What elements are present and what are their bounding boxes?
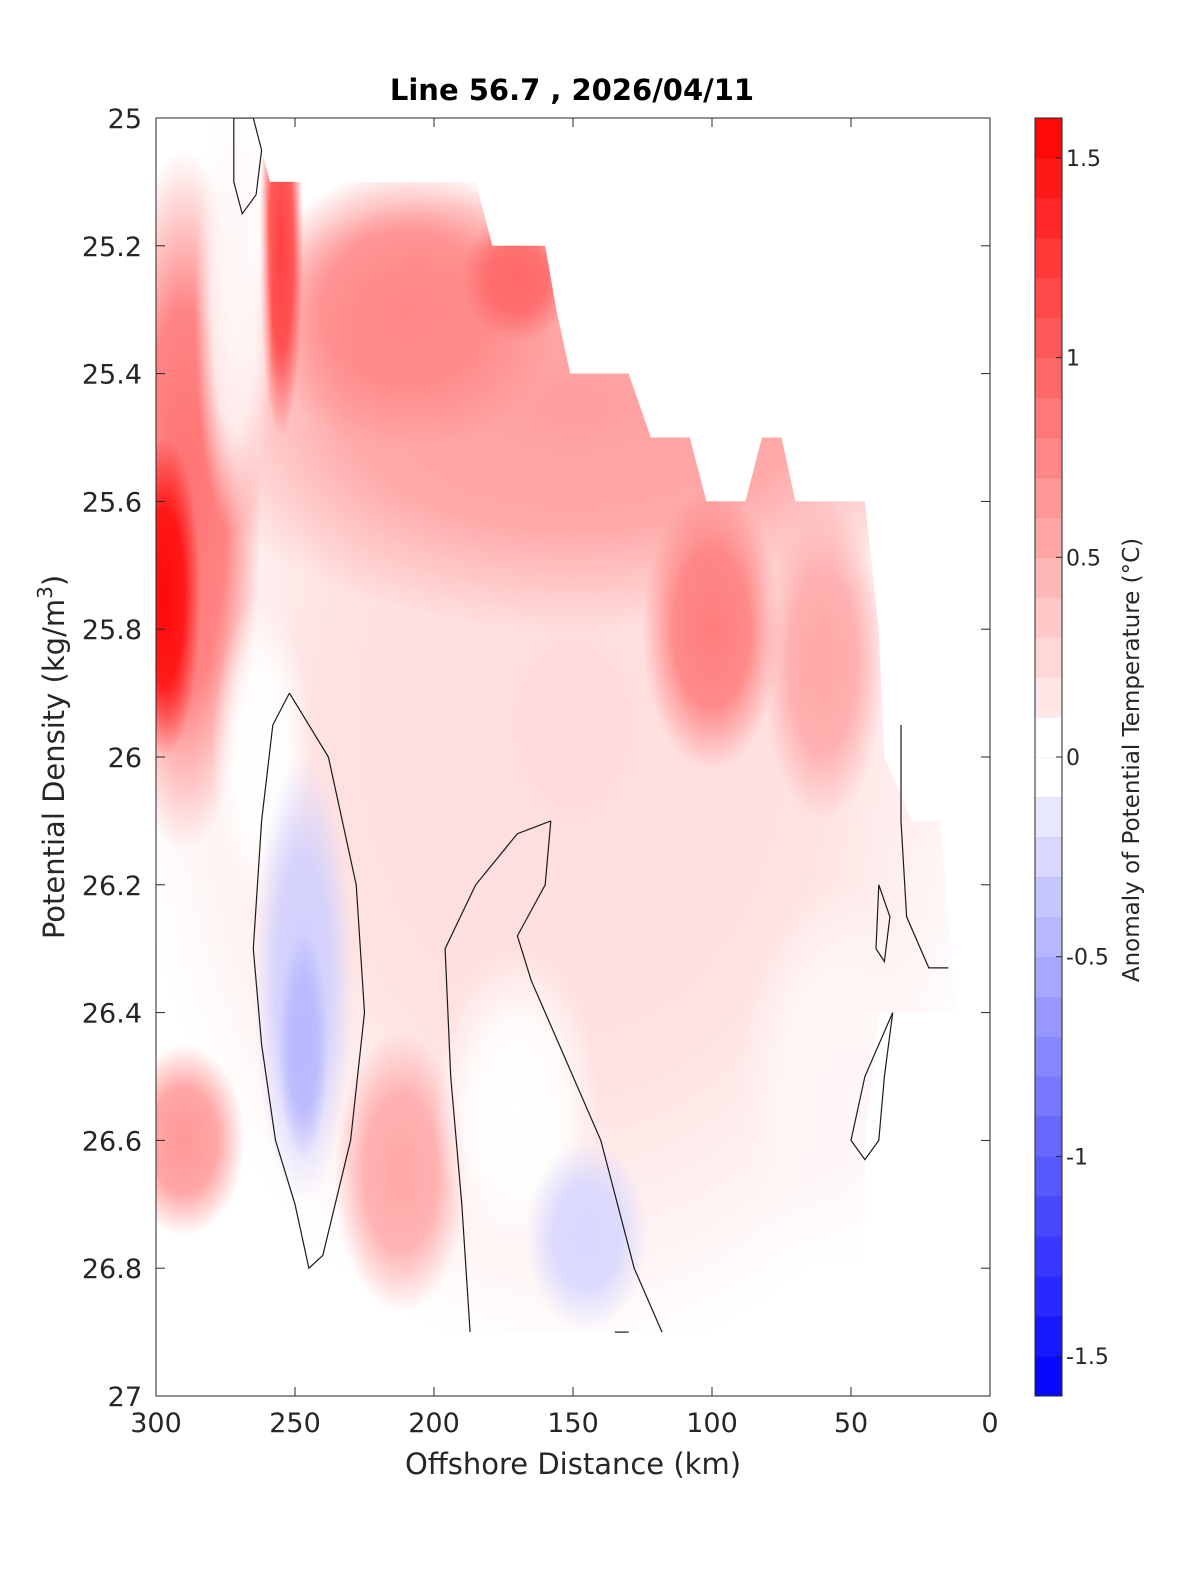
colorbar-cell [1035, 956, 1062, 998]
x-axis-label: Offshore Distance (km) [405, 1447, 741, 1481]
colorbar-tick-label: 1 [1066, 347, 1080, 372]
y-tick-label: 25 [108, 104, 142, 135]
zero-contour-line [252, 692, 366, 1270]
colorbar-cell [1035, 996, 1062, 1037]
field-blob [762, 501, 885, 821]
y-tick-label: 25.8 [82, 615, 142, 646]
colorbar-cell [1035, 1356, 1062, 1397]
colorbar-tick-label: 1.5 [1066, 147, 1101, 172]
x-axis: 300 250 200 150 100 50 0 [130, 118, 999, 1439]
y-axis: 25 25.2 25.4 25.6 25.8 26 26.2 26.4 26.6 26.8 27 [82, 104, 990, 1413]
zero-contour-line [516, 820, 663, 1333]
zero-contour-line [233, 118, 263, 216]
colorbar-cell [1035, 836, 1062, 878]
plot-area: 300 250 200 150 100 50 0 2525.225.425.625.8262… [82, 104, 999, 1439]
colorbar-cell [1035, 757, 1062, 798]
colorbar-cell [1035, 357, 1062, 398]
zero-contour-line [850, 1012, 894, 1161]
colorbar-cell [1035, 557, 1062, 598]
colorbar-tick-label: 0 [1066, 746, 1080, 771]
x-tick-label: 300 [130, 1408, 182, 1439]
zero-contour-line [444, 820, 552, 1333]
colorbar-cell [1035, 677, 1062, 718]
colorbar-cell [1035, 1076, 1062, 1117]
colorbar-cell [1035, 1236, 1062, 1277]
colorbar-tick-label: -1 [1066, 1145, 1088, 1170]
colorbar-cell [1035, 237, 1062, 279]
y-tick-label: 25.6 [82, 487, 142, 518]
colorbar-cell [1035, 197, 1062, 239]
field-blob [156, 437, 201, 758]
colorbar-cell [1035, 1316, 1062, 1357]
zero-contour-line [875, 884, 891, 964]
colorbar-cell [1035, 277, 1062, 319]
colorbar-cell [1035, 397, 1062, 438]
colorbar-tick-label: -1.5 [1066, 1345, 1109, 1370]
field-blob [461, 213, 573, 342]
y-tick-label: 25.2 [82, 232, 142, 263]
colorbar-cell [1035, 717, 1062, 758]
y-axis-label: Potential Density (kg/m3) [33, 575, 71, 939]
x-tick-label: 50 [834, 1408, 868, 1439]
colorbar-cell [1035, 437, 1062, 478]
colorbar-cell [1035, 1116, 1062, 1157]
y-tick-label: 26.6 [82, 1126, 142, 1157]
field-blob [333, 1031, 468, 1313]
colorbar-cell [1035, 876, 1062, 918]
x-tick-label: 150 [547, 1408, 599, 1439]
colorbar-cell [1035, 637, 1062, 678]
y-tick-label: 25.4 [82, 360, 142, 391]
x-tick-label: 250 [269, 1408, 321, 1439]
colorbar-cell [1035, 477, 1062, 518]
colorbar-label: Anomaly of Potential Temperature (°C) [1119, 538, 1145, 982]
colorbar-tick-label: -0.5 [1066, 946, 1109, 971]
field-blob [278, 929, 329, 1160]
zero-contour-line [900, 725, 949, 969]
field-blob [525, 1140, 649, 1333]
zero-contour-lines [233, 118, 949, 1333]
colorbar-tick-label: 0.5 [1066, 546, 1101, 571]
colorbar-cell [1035, 118, 1062, 159]
y-tick-label: 27 [108, 1382, 142, 1413]
colorbar-cell [1035, 916, 1062, 958]
y-tick-label: 26.4 [82, 999, 142, 1030]
y-tick-label: 26.8 [82, 1254, 142, 1285]
x-tick-label: 100 [686, 1408, 738, 1439]
colorbar-cell [1035, 1036, 1062, 1077]
colorbar-cell [1035, 317, 1062, 359]
colorbar-cell [1035, 157, 1062, 199]
colorbar-cell [1035, 517, 1062, 558]
colorbar-cell [1035, 1276, 1062, 1317]
colorbar: 1.5 1 0.5 0 -0.5 -1 -1.5 Anomaly of Potential … [1034, 117, 1145, 1397]
colorbar-cell [1035, 597, 1062, 638]
y-tick-label: 26 [108, 743, 142, 774]
field-blob [156, 1044, 246, 1237]
colorbar-cell [1035, 796, 1062, 838]
y-tick-label: 26.2 [82, 871, 142, 902]
field-blob [642, 488, 782, 770]
x-tick-label: 0 [981, 1408, 998, 1439]
colorbar-cell [1035, 1196, 1062, 1237]
x-tick-label: 200 [408, 1408, 460, 1439]
colorbar-cell [1035, 1156, 1062, 1197]
chart-title: Line 56.7 , 2026/04/11 [390, 73, 754, 107]
